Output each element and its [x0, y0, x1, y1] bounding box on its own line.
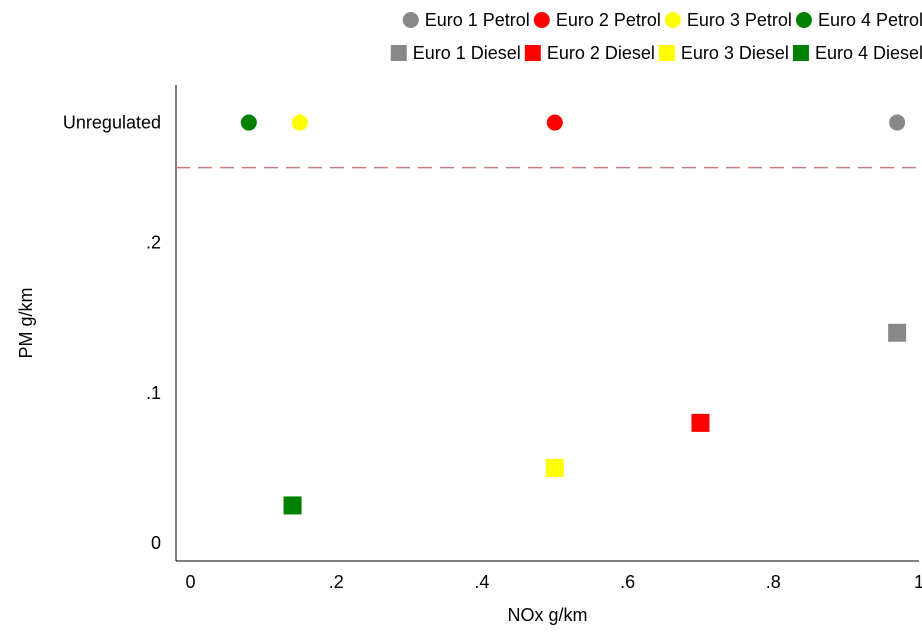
legend-label: Euro 1 Diesel	[413, 43, 521, 63]
data-point-euro-2-diesel	[691, 413, 710, 432]
plot-area: 0 .2 .4 .6 .8 1 0 .1 .2 Unregulated	[63, 85, 922, 592]
data-points	[240, 114, 907, 515]
x-tick-label: 0	[186, 572, 196, 592]
legend-marker-circle	[795, 12, 812, 28]
legend-item: Euro 4 Diesel	[792, 43, 922, 63]
x-tick-label: .2	[329, 572, 344, 592]
y-tick-label: Unregulated	[63, 113, 161, 133]
legend-label: Euro 3 Diesel	[681, 43, 789, 63]
y-ticks: 0 .1 .2 Unregulated	[63, 113, 161, 553]
data-point-euro-3-diesel	[545, 458, 564, 477]
legend-label: Euro 4 Petrol	[818, 10, 922, 30]
y-tick-label: .2	[146, 233, 161, 253]
legend-marker-circle	[402, 12, 419, 28]
legend-label: Euro 4 Diesel	[815, 43, 922, 63]
legend-item: Euro 2 Petrol	[533, 10, 661, 30]
legend-label: Euro 2 Petrol	[556, 10, 661, 30]
legend-item: Euro 4 Petrol	[795, 10, 922, 30]
data-point-euro-4-petrol	[240, 114, 257, 131]
legend-item: Euro 2 Diesel	[524, 43, 655, 63]
legend-label: Euro 3 Petrol	[687, 10, 792, 30]
x-tick-label: .8	[766, 572, 781, 592]
y-tick-label: 0	[151, 533, 161, 553]
data-point-euro-2-petrol	[546, 114, 563, 131]
x-ticks: 0 .2 .4 .6 .8 1	[186, 572, 922, 592]
legend-item: Euro 1 Diesel	[390, 43, 521, 63]
x-tick-label: 1	[914, 572, 922, 592]
x-axis-title: NOx g/km	[507, 605, 587, 625]
y-axis-title: PM g/km	[16, 287, 36, 358]
x-tick-label: .6	[620, 572, 635, 592]
y-tick-label: .1	[146, 383, 161, 403]
legend-label: Euro 1 Petrol	[425, 10, 530, 30]
legend-item: Euro 3 Petrol	[664, 10, 792, 30]
legend-marker-square	[524, 45, 541, 61]
legend-label: Euro 2 Diesel	[547, 43, 655, 63]
legend-marker-circle	[664, 12, 681, 28]
data-point-euro-4-diesel	[283, 496, 302, 515]
x-tick-label: .4	[474, 572, 489, 592]
legend-marker-circle	[533, 12, 550, 28]
legend-item: Euro 3 Diesel	[658, 43, 789, 63]
legend-marker-square	[390, 45, 407, 61]
legend-marker-square	[658, 45, 675, 61]
data-point-euro-1-petrol	[889, 114, 906, 131]
legend-item: Euro 1 Petrol	[402, 10, 530, 30]
data-point-euro-3-petrol	[291, 114, 308, 131]
legend-marker-square	[792, 45, 809, 61]
legend: Euro 1 Petrol Euro 2 Petrol Euro 3 Petrol E…	[390, 10, 922, 63]
data-point-euro-1-diesel	[888, 323, 907, 342]
